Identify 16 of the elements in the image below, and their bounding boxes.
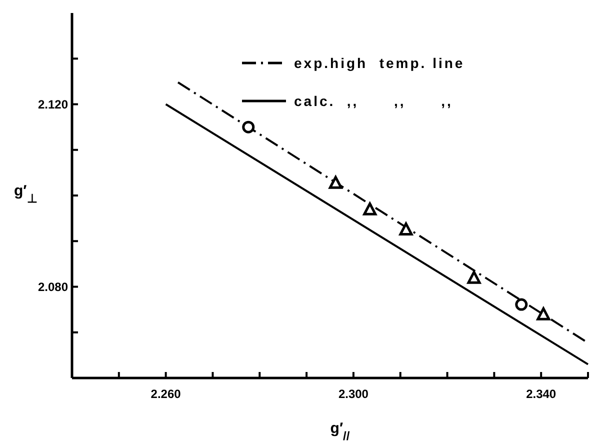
point	[328, 176, 342, 189]
point	[399, 222, 413, 236]
point	[242, 120, 255, 134]
x-tick-label: 2.300	[338, 387, 369, 401]
x-tick-label: 2.340	[526, 387, 556, 401]
x-tick-label: 2.260	[150, 387, 182, 401]
point	[515, 298, 528, 311]
point	[467, 270, 481, 284]
point	[536, 307, 550, 320]
legend-label: calc. ,, ,, ,,	[294, 93, 453, 109]
y-tick-label: 2.120	[38, 97, 68, 112]
point	[363, 202, 377, 216]
legend-label: exp.high temp. line	[294, 55, 465, 71]
y-axis-title: g′$_{⊥}$	[14, 182, 37, 206]
x-axis-title: g′$_{//}$	[330, 420, 350, 443]
y-tick-label: 2.080	[38, 280, 68, 294]
